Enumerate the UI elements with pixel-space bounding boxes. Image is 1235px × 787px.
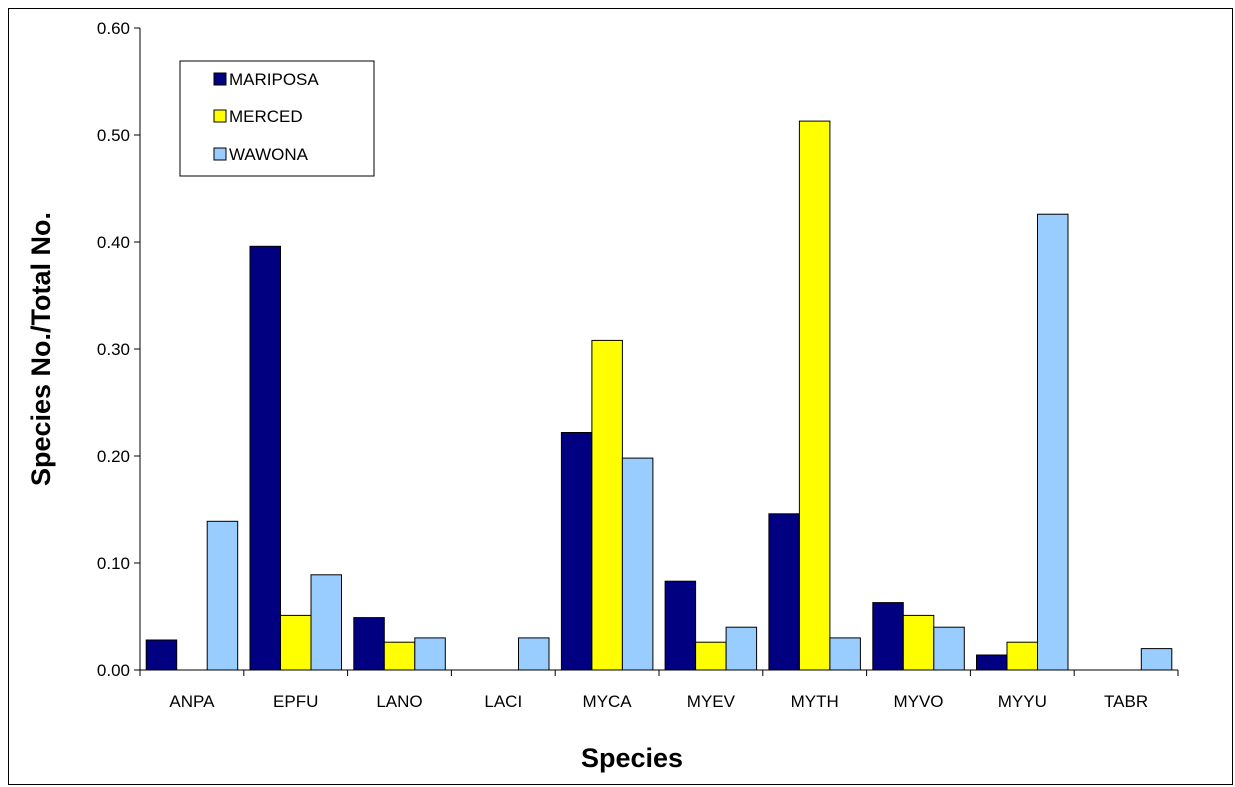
y-tick-label: 0.50 [97,126,130,145]
y-axis-title: Species No./Total No. [26,212,56,486]
bar-mariposa-myev [664,580,697,671]
bar-mariposa-myyu [976,654,1008,671]
bar-wawona-myvo [933,626,965,671]
bar-wawona-lano [414,637,446,671]
bar-merced-myyu [1006,641,1038,671]
bar-wawona-myth [829,637,861,671]
x-tick-label-myth: MYTH [791,692,839,711]
bar-merced-epfu [280,614,312,671]
bar-wawona-myca [621,457,654,671]
bars-layer [145,120,1173,671]
bar-merced-myth [798,120,831,671]
legend-swatch-wawona [213,147,227,161]
x-tick-label-myyu: MYYU [998,692,1047,711]
legend-label-mariposa: MARIPOSA [229,70,319,89]
x-tick-label-laci: LACI [484,692,522,711]
bar-mariposa-myth [768,513,800,671]
x-tick-label-epfu: EPFU [273,692,318,711]
legend-swatch-mariposa [213,72,227,86]
bar-mariposa-epfu [249,245,281,671]
y-tick-label: 0.40 [97,233,130,252]
y-tick-label: 0.20 [97,447,130,466]
bar-wawona-anpa [206,520,239,671]
x-tick-label-myev: MYEV [687,692,736,711]
x-tick-label-anpa: ANPA [169,692,215,711]
legend: MARIPOSA MERCED WAWONA [179,60,375,177]
x-tick-label-myca: MYCA [583,692,633,711]
bar-merced-myca [591,339,623,671]
x-tick-label-tabr: TABR [1104,692,1148,711]
legend-swatch-merced [213,109,227,123]
legend-label-wawona: WAWONA [229,145,309,164]
bar-merced-myvo [902,614,935,671]
chart-frame [8,8,1233,785]
x-tick-label-myvo: MYVO [893,692,943,711]
bar-wawona-myev [725,626,758,671]
y-tick-label: 0.30 [97,340,130,359]
y-tick-label: 0.60 [97,19,130,38]
bar-wawona-myyu [1037,213,1069,671]
x-tick-label-lano: LANO [376,692,422,711]
bar-mariposa-myca [560,432,593,671]
bar-wawona-epfu [310,574,342,671]
bar-wawona-laci [518,637,550,671]
x-axis-title: Species [581,743,683,773]
legend-label-merced: MERCED [229,107,303,126]
bar-merced-myev [695,641,727,671]
bar-wawona-tabr [1140,648,1173,671]
bar-mariposa-anpa [145,639,178,671]
bar-mariposa-myvo [872,602,904,671]
axes-layer [134,27,1179,676]
bar-mariposa-lano [353,617,385,671]
tick-labels-layer: 0.00 0.10 0.20 0.30 0.40 0.50 0.60 ANPA EPFU LANO… [97,19,1148,711]
legend-box [179,60,375,177]
y-tick-label: 0.00 [97,661,130,680]
y-tick-label: 0.10 [97,554,130,573]
bar-merced-lano [383,641,416,671]
